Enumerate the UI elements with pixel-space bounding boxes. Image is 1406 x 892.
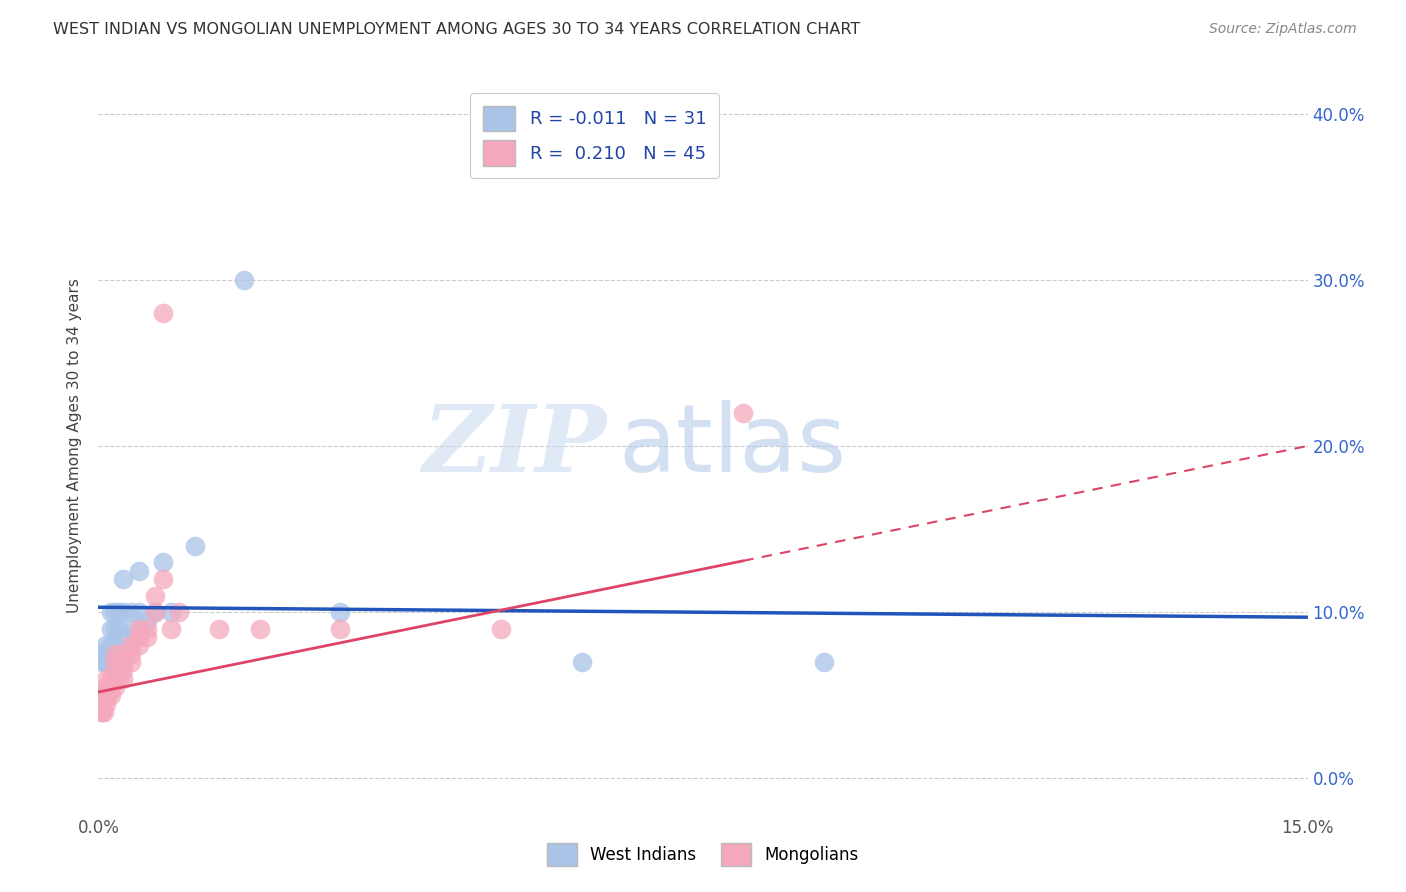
- Point: [160, 622, 183, 636]
- Point: [111, 672, 134, 686]
- Point: [128, 639, 150, 653]
- Point: [107, 622, 129, 636]
- Point: [208, 622, 231, 636]
- Point: [491, 622, 513, 636]
- Text: ZIP: ZIP: [422, 401, 606, 491]
- Point: [120, 655, 142, 669]
- Point: [152, 306, 174, 320]
- Point: [143, 605, 166, 619]
- Point: [97, 680, 120, 694]
- Point: [100, 639, 122, 653]
- Point: [100, 680, 122, 694]
- Point: [329, 622, 352, 636]
- Point: [100, 622, 122, 636]
- Point: [143, 589, 166, 603]
- Point: [329, 605, 352, 619]
- Point: [184, 539, 207, 553]
- Point: [135, 614, 157, 628]
- Point: [91, 655, 114, 669]
- Point: [97, 655, 120, 669]
- Point: [733, 406, 755, 420]
- Point: [90, 697, 112, 711]
- Point: [96, 647, 118, 661]
- Point: [111, 664, 134, 678]
- Point: [152, 572, 174, 586]
- Point: [103, 647, 125, 661]
- Point: [111, 630, 134, 644]
- Point: [93, 705, 115, 719]
- Point: [571, 655, 593, 669]
- Point: [93, 689, 115, 703]
- Point: [100, 672, 122, 686]
- Point: [111, 572, 134, 586]
- Point: [143, 605, 166, 619]
- Point: [128, 605, 150, 619]
- Point: [111, 605, 134, 619]
- Point: [128, 630, 150, 644]
- Point: [103, 672, 125, 686]
- Legend: West Indians, Mongolians: West Indians, Mongolians: [540, 836, 866, 873]
- Legend: R = -0.011   N = 31, R =  0.210   N = 45: R = -0.011 N = 31, R = 0.210 N = 45: [470, 93, 718, 178]
- Point: [100, 605, 122, 619]
- Point: [103, 639, 125, 653]
- Point: [813, 655, 835, 669]
- Text: atlas: atlas: [619, 400, 846, 492]
- Point: [97, 647, 120, 661]
- Point: [128, 564, 150, 578]
- Point: [91, 705, 114, 719]
- Point: [167, 605, 190, 619]
- Point: [111, 655, 134, 669]
- Text: WEST INDIAN VS MONGOLIAN UNEMPLOYMENT AMONG AGES 30 TO 34 YEARS CORRELATION CHAR: WEST INDIAN VS MONGOLIAN UNEMPLOYMENT AM…: [53, 22, 860, 37]
- Point: [96, 680, 118, 694]
- Point: [152, 555, 174, 569]
- Point: [249, 622, 271, 636]
- Point: [135, 630, 157, 644]
- Point: [120, 647, 142, 661]
- Point: [120, 605, 142, 619]
- Y-axis label: Unemployment Among Ages 30 to 34 years: Unemployment Among Ages 30 to 34 years: [67, 278, 83, 614]
- Point: [107, 605, 129, 619]
- Point: [91, 689, 114, 703]
- Point: [96, 689, 118, 703]
- Point: [107, 664, 129, 678]
- Point: [232, 273, 254, 287]
- Point: [96, 639, 118, 653]
- Point: [96, 672, 118, 686]
- Point: [120, 622, 142, 636]
- Point: [111, 647, 134, 661]
- Text: Source: ZipAtlas.com: Source: ZipAtlas.com: [1209, 22, 1357, 37]
- Point: [96, 697, 118, 711]
- Point: [90, 705, 112, 719]
- Point: [97, 689, 120, 703]
- Point: [120, 639, 142, 653]
- Point: [91, 647, 114, 661]
- Point: [103, 622, 125, 636]
- Point: [128, 622, 150, 636]
- Point: [100, 689, 122, 703]
- Point: [94, 655, 117, 669]
- Point: [107, 672, 129, 686]
- Point: [135, 622, 157, 636]
- Point: [103, 605, 125, 619]
- Point: [103, 664, 125, 678]
- Point: [160, 605, 183, 619]
- Point: [103, 680, 125, 694]
- Point: [103, 655, 125, 669]
